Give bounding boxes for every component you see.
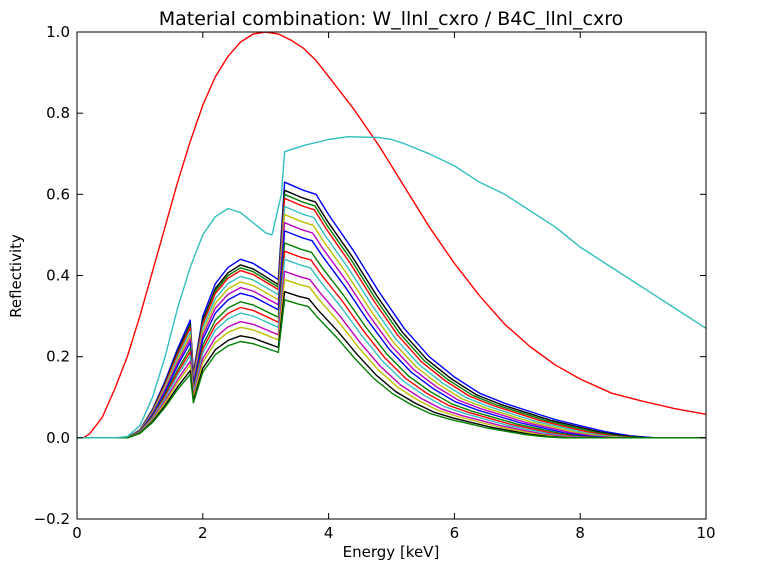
chart-title: Material combination: W_llnl_cxro / B4C_… [159,8,624,30]
series-line-family-15 [77,299,706,439]
series-line-family-8 [77,230,706,439]
series-line-family-3 [77,193,706,439]
y-tick-label: 0.4 [46,267,70,285]
y-tick-label: −0.2 [34,510,70,528]
plot-frame [76,31,707,520]
y-tick-label: 0.8 [46,104,70,122]
series-line-1 [82,32,706,439]
x-tick-label: 6 [450,524,460,542]
series-line-family-4 [77,197,706,439]
y-tick-label: 0.6 [46,185,70,203]
series-line-family-13 [77,278,706,439]
y-tick-label: 0.0 [46,429,70,447]
series-line-family-1 [77,181,706,439]
series-line-2 [77,135,706,439]
series-line-family-2 [77,189,706,439]
y-tick-label: 1.0 [46,23,70,41]
series-line-family-5 [77,205,706,439]
series-line-family-7 [77,221,706,439]
y-axis-title: Reflectivity [7,234,25,318]
x-tick-label: 4 [324,524,334,542]
series-line-family-14 [77,291,706,439]
y-tick-label: 0.2 [46,348,70,366]
series-line-family-6 [77,213,706,439]
x-tick-label: 8 [575,524,585,542]
x-axis-title: Energy [keV] [343,543,440,561]
series-line-family-12 [77,270,706,439]
x-tick-label: 10 [696,524,715,542]
x-tick-label: 2 [198,524,208,542]
series-line-family-10 [77,250,706,439]
series-line-family-9 [77,242,706,439]
x-tick-label: 0 [72,524,82,542]
series-line-family-11 [77,258,706,439]
